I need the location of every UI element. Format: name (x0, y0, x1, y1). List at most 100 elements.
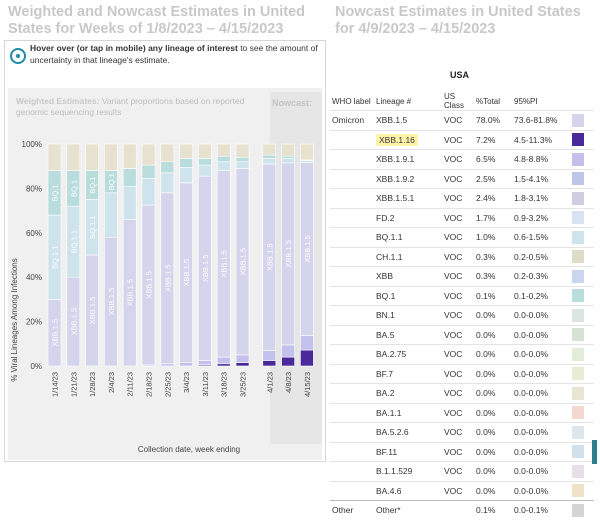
table-row[interactable]: XBB.1.16 VOC 7.2% 4.5-11.3% (330, 129, 594, 150)
table-row[interactable]: BF.7 VOC 0.0% 0.0-0.0% (330, 363, 594, 384)
bar-segment-xbb-1-16[interactable] (300, 349, 314, 367)
pointer-icon (10, 48, 26, 64)
table-row[interactable]: XBB.1.9.1 VOC 6.5% 4.8-8.8% (330, 149, 594, 169)
bar-segment-bq-1-1[interactable] (122, 185, 137, 220)
cell-who-label (330, 441, 374, 462)
cell-lineage: CH.1.1 (374, 246, 442, 267)
bar-segment-xbb-1-9-1[interactable] (281, 344, 295, 358)
cell-95pi: 0.0-0.0% (512, 305, 570, 325)
table-row[interactable]: BN.1 VOC 0.0% 0.0-0.0% (330, 305, 594, 325)
bar-segment-other[interactable] (281, 143, 295, 157)
cell-lineage: BQ.1 (374, 285, 442, 306)
bar-segment-bq-1[interactable] (160, 161, 175, 174)
x-tick-label: 2/25/23 (163, 372, 172, 397)
table-row[interactable]: XBB.1.5.1 VOC 2.4% 1.8-3.1% (330, 188, 594, 208)
bar-segment-bq-1[interactable] (198, 158, 212, 166)
bar-segment-xbb-1-9-1[interactable] (216, 356, 231, 365)
bar-segment-xbb-1-16[interactable] (281, 356, 295, 367)
table-row[interactable]: BA.1.1 VOC 0.0% 0.0-0.0% (330, 402, 594, 423)
bar-segment-other[interactable] (179, 143, 193, 159)
bar-segment-other[interactable] (262, 143, 277, 156)
bar-segment-bq-1[interactable] (141, 164, 156, 179)
bar-segment-xbb-1-9-1[interactable] (198, 360, 212, 366)
bar-segment-bq-1[interactable] (122, 168, 137, 187)
y-tick-label: 60% (26, 229, 42, 238)
bar-segment-xbb-1-9-1[interactable] (160, 363, 175, 367)
cell-us-class: VOC (442, 129, 474, 150)
table-row[interactable]: B.1.1.529 VOC 0.0% 0.0-0.0% (330, 461, 594, 481)
bar-segment-bq-1[interactable] (179, 158, 193, 168)
bar-segment-other[interactable] (198, 143, 212, 159)
bar-segment-xbb-1-9-1[interactable] (179, 362, 193, 367)
bar-segment-other[interactable] (235, 143, 250, 158)
cell-who-label (330, 207, 374, 228)
bar-segment-other[interactable] (216, 143, 231, 157)
table-row[interactable]: FD.2 VOC 1.7% 0.9-3.2% (330, 207, 594, 228)
table-row[interactable]: CH.1.1 VOC 0.3% 0.2-0.5% (330, 246, 594, 267)
bar-segment-other[interactable] (300, 143, 314, 161)
bar-segment-bq-1-1[interactable] (160, 172, 175, 194)
cell-lineage: XBB.1.9.2 (374, 168, 442, 189)
cell-95pi: 0.2-0.3% (512, 266, 570, 286)
cell-us-class: VOC (442, 266, 474, 286)
bar-segment-bq-1-1[interactable] (235, 161, 250, 169)
bar-segment-bq-1[interactable] (216, 155, 231, 163)
cell-us-class: VOC (442, 324, 474, 345)
table-row[interactable]: Omicron XBB.1.5 VOC 78.0% 73.6-81.8% (330, 110, 594, 130)
bar-segment-other[interactable] (47, 143, 62, 171)
bar-segment-other[interactable] (85, 143, 99, 171)
table-row[interactable]: BA.2.75 VOC 0.0% 0.0-0.0% (330, 344, 594, 364)
bar-segment-other[interactable] (122, 143, 137, 169)
bar-segment-bq-1[interactable] (262, 154, 277, 159)
table-row[interactable]: XBB VOC 0.3% 0.2-0.3% (330, 266, 594, 286)
cell-who-label (330, 168, 374, 189)
cell-color-swatch (570, 188, 594, 208)
bar-segment-xbb-1-16[interactable] (262, 360, 277, 367)
cell-us-class: VOC (442, 188, 474, 208)
cell-us-class: VOC (442, 246, 474, 267)
bar-segment-other[interactable] (104, 143, 118, 171)
bar-segment-xbb-1-16[interactable] (216, 363, 231, 367)
bar-segment-other[interactable] (66, 143, 81, 171)
cell-color-swatch (570, 168, 594, 189)
cell-pct-total: 0.0% (474, 461, 512, 481)
bar-segment-bq-1-1[interactable] (216, 161, 231, 171)
cell-us-class (442, 500, 474, 520)
bar-segment-other[interactable] (141, 143, 156, 166)
bar-segment-bq-1[interactable] (235, 157, 250, 163)
bar-segment-bq-1[interactable] (281, 155, 295, 159)
bar-segment-bq-1-1[interactable] (262, 158, 277, 165)
lineage-color-swatch (572, 211, 584, 225)
bar-segment-bq-1-1[interactable] (179, 167, 193, 184)
cell-us-class: VOC (442, 480, 474, 501)
cell-95pi: 0.0-0.0% (512, 324, 570, 345)
table-row[interactable]: BF.11 VOC 0.0% 0.0-0.0% (330, 441, 594, 462)
bar-segment-bq-1-1[interactable] (198, 164, 212, 177)
cell-us-class: VOC (442, 422, 474, 442)
bar-segment-xbb-1-9-1[interactable] (235, 354, 250, 363)
bar-label: XBB.1.5 (220, 250, 229, 278)
table-row[interactable]: BA.5.2.6 VOC 0.0% 0.0-0.0% (330, 422, 594, 442)
bar-segment-bq-1-1[interactable] (104, 192, 118, 238)
cell-us-class: VOC (442, 285, 474, 306)
bar-segment-bq-1-1[interactable] (281, 158, 295, 164)
table-row[interactable]: BQ.1 VOC 0.1% 0.1-0.2% (330, 285, 594, 306)
bar-segment-xbb-1-9-1[interactable] (262, 350, 277, 361)
table-row-other[interactable]: Other Other* 0.1% 0.0-0.1% (330, 500, 594, 520)
table-row[interactable]: XBB.1.9.2 VOC 2.5% 1.5-4.1% (330, 168, 594, 189)
bar-segment-xbb-1-16[interactable] (235, 362, 250, 367)
cell-who-label (330, 402, 374, 423)
scroll-handle[interactable] (592, 440, 597, 464)
table-row[interactable]: BA.2 VOC 0.0% 0.0-0.0% (330, 383, 594, 403)
bar-segment-xbb-1-9-1[interactable] (300, 335, 314, 351)
table-row[interactable]: BA.4.6 VOC 0.0% 0.0-0.0% (330, 480, 594, 501)
bar-label: BQ.1 (51, 184, 60, 201)
table-row[interactable]: BQ.1.1 VOC 1.0% 0.6-1.5% (330, 227, 594, 247)
bar-segment-other[interactable] (160, 143, 175, 163)
table-row[interactable]: BA.5 VOC 0.0% 0.0-0.0% (330, 324, 594, 345)
y-tick-label: 100% (22, 140, 42, 149)
header-95pi: 95%PI (514, 96, 538, 106)
left-chart-title: Weighted and Nowcast Estimates in United… (8, 4, 306, 37)
cell-color-swatch (570, 227, 594, 247)
bar-segment-bq-1-1[interactable] (141, 178, 156, 206)
